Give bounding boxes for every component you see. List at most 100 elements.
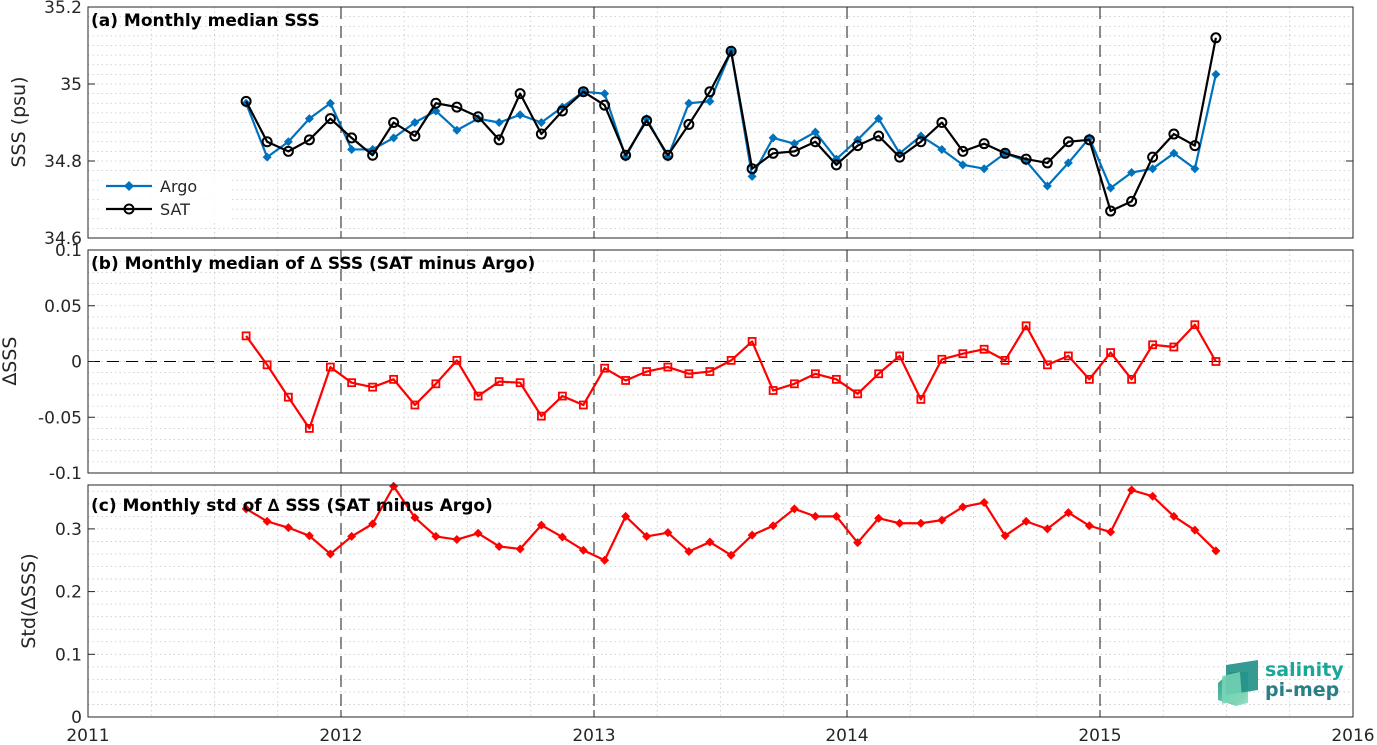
panel-c-frame [87,484,1354,718]
data-point-series [304,423,314,433]
data-point-series [663,528,673,538]
panel-a-title: (a) Monthly median SSS [91,11,320,31]
data-point-sat [746,163,758,175]
data-point-series [874,369,884,379]
data-point-series [325,549,335,559]
data-point-series [262,516,272,526]
panel-b-yticks: -0.1 -0.05 0 0.05 0.1 [38,241,1354,484]
data-point-series [241,331,251,341]
data-point-sat [451,101,463,113]
panel-b-series [241,320,1221,433]
data-point-series [1084,521,1094,531]
data-point-series [916,518,926,528]
data-point-argo [958,160,968,170]
data-point-series [1000,355,1010,365]
panel-c-grid [88,485,1353,717]
data-point-series [810,369,820,379]
data-point-series [1084,374,1094,384]
data-point-argo [874,114,884,124]
data-point-argo [937,144,947,154]
data-point-sat [324,113,336,125]
panel-a: 34.6 34.8 35 35.2 (a) Monthly median SSS SS… [8,0,1354,249]
data-point-sat [957,145,969,157]
y-tick-label: 0 [71,353,82,373]
data-point-series [937,515,947,525]
panel-a-yticks: 34.6 34.8 35 35.2 [44,0,1354,249]
data-point-argo [452,125,462,135]
data-point-argo [1042,181,1052,191]
data-point-argo [325,98,335,108]
data-point-sat [1083,134,1095,146]
data-point-series [1021,321,1031,331]
data-point-series [578,400,588,410]
data-point-sat [767,147,779,159]
data-point-argo [536,118,546,127]
data-point-series [958,349,968,359]
legend-argo-label: Argo [160,177,197,196]
data-point-sat [830,159,842,171]
panel-b-title: (b) Monthly median of ∆ SSS (SAT minus A… [91,254,535,274]
data-point-argo [789,139,799,149]
panel-b-ylabel: ∆SSS [0,337,21,387]
data-point-series [726,355,736,365]
x-tick-label: 2014 [825,726,868,745]
data-point-argo [1169,148,1179,158]
data-point-series [389,481,399,491]
data-point-series [747,530,757,540]
data-point-argo [515,110,525,120]
data-point-series [283,392,293,402]
data-point-series [431,531,441,541]
data-point-sat [556,105,568,117]
y-tick-label: 0.1 [55,645,82,665]
panel-c-ylabel: Std(∆SSS) [18,553,40,648]
data-point-argo [600,89,610,99]
legend-argo-marker [124,181,134,191]
data-point-sat [1126,195,1138,207]
data-point-series [1190,320,1200,330]
data-point-series [1169,342,1179,352]
data-point-sat [514,88,526,100]
data-point-series [452,355,462,365]
data-point-argo [1106,183,1116,193]
data-point-series [1190,525,1200,535]
data-point-series [241,504,251,514]
data-point-sat [978,138,990,150]
y-tick-label: 0.1 [55,241,82,261]
data-point-series [895,518,905,528]
data-point-series [600,363,610,373]
data-point-series [536,520,546,530]
data-point-sat [1168,128,1180,140]
data-point-series [621,376,631,385]
data-point-series [600,555,610,565]
panel-a-grid [88,7,1353,238]
x-tick-label: 2013 [572,726,615,745]
data-point-series [979,498,989,508]
data-point-argo [1063,158,1073,168]
panel-b: -0.1 -0.05 0 0.05 0.1 (b) Monthly median of … [0,241,1354,484]
data-point-sat [852,140,864,152]
data-point-sat [894,151,906,163]
data-point-series [557,391,567,401]
data-point-argo [1148,164,1158,174]
y-tick-label: 34.6 [44,229,82,249]
data-point-series [494,541,504,551]
data-point-series [958,502,968,512]
data-point-sat [493,134,505,146]
data-point-sat [599,99,611,111]
data-point-argo [283,137,293,147]
data-point-series [810,511,820,521]
data-point-series [368,382,378,392]
data-point-sat [1062,136,1074,148]
data-point-argo [1190,164,1200,174]
data-point-series [431,379,441,389]
data-point-series [642,367,652,376]
x-axis: 2011 2012 2013 2014 2015 2016 [66,726,1374,745]
data-point-series [1211,357,1221,366]
data-point-series [684,369,694,379]
data-point-series [452,535,462,545]
data-point-series [789,379,799,389]
data-point-series [747,337,757,346]
data-point-series [1000,531,1010,541]
y-tick-label: 35.2 [44,0,82,18]
data-point-series [1042,524,1052,534]
